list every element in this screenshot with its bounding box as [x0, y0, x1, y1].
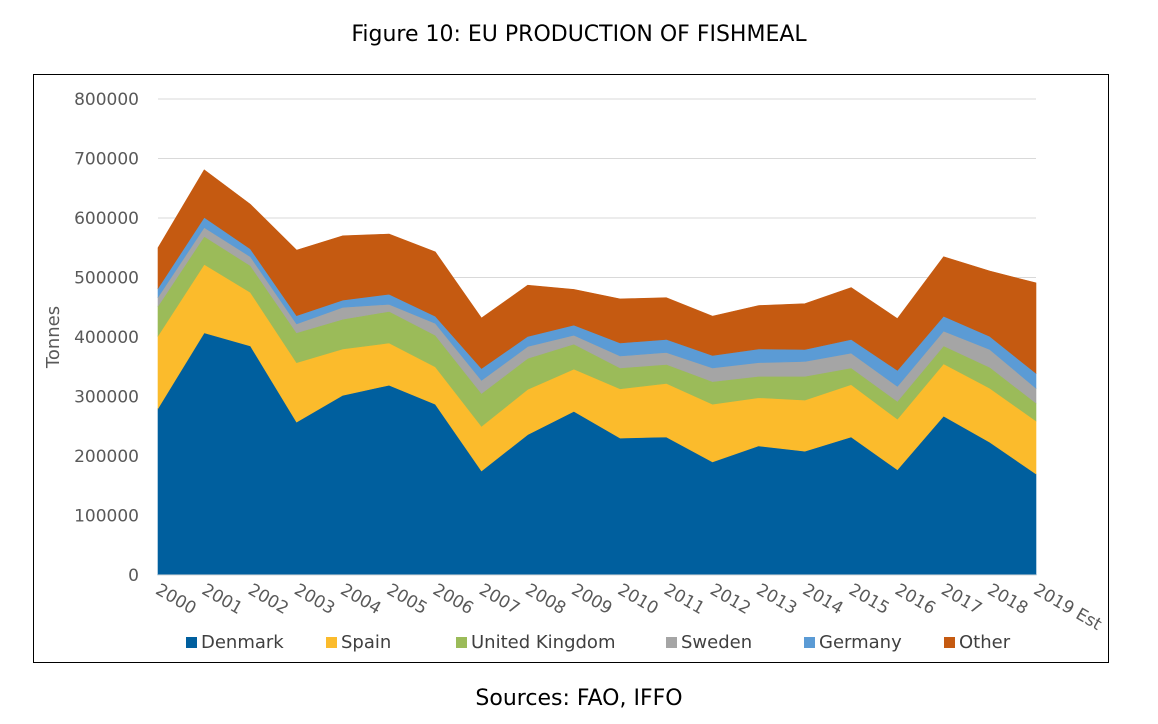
legend-item-denmark: Denmark: [186, 632, 284, 653]
y-tick-label: 700000: [74, 150, 139, 170]
legend-item-germany: Germany: [804, 632, 902, 653]
legend-swatch-denmark: [186, 637, 197, 648]
legend-swatch-united-kingdom: [456, 637, 467, 648]
y-axis-tick-labels: 0 100000 200000 300000 400000 500000 600000 700…: [74, 90, 139, 586]
y-tick-label: 0: [128, 566, 139, 586]
x-tick-label: 2000: [152, 580, 199, 619]
legend-item-united-kingdom: United Kingdom: [456, 632, 615, 653]
x-tick-label: 2006: [429, 580, 476, 619]
x-tick-label: 2012: [707, 580, 754, 619]
x-tick-label: 2010: [614, 580, 661, 619]
x-tick-label: 2015: [845, 580, 892, 619]
x-tick-label: 2019 Est: [1030, 580, 1105, 635]
x-tick-label: 2001: [198, 580, 245, 619]
x-tick-label: 2004: [337, 580, 384, 619]
legend-label-germany: Germany: [819, 632, 902, 653]
y-tick-label: 100000: [74, 507, 139, 527]
legend-label-sweden: Sweden: [681, 632, 752, 653]
y-axis-title-text: Tonnes: [43, 306, 64, 369]
x-tick-label: 2011: [660, 580, 707, 619]
y-tick-label: 400000: [74, 328, 139, 348]
y-tick-label: 800000: [74, 90, 139, 110]
x-tick-label: 2005: [383, 580, 430, 619]
legend-swatch-sweden: [666, 637, 677, 648]
chart-frame: 0 100000 200000 300000 400000 500000 600000 700…: [33, 74, 1109, 663]
x-tick-label: 2016: [891, 580, 938, 619]
x-tick-label: 2002: [244, 580, 291, 619]
x-tick-label: 2007: [476, 580, 523, 619]
x-tick-label: 2014: [799, 580, 846, 619]
legend-swatch-spain: [326, 637, 337, 648]
x-tick-label: 2009: [568, 580, 615, 619]
y-tick-label: 500000: [74, 269, 139, 289]
legend-label-other: Other: [959, 632, 1011, 653]
x-tick-label: 2017: [938, 580, 985, 619]
stacked-area-chart: 0 100000 200000 300000 400000 500000 600000 700…: [43, 90, 1105, 653]
legend-label-united-kingdom: United Kingdom: [471, 632, 615, 653]
area-series-other: [157, 169, 1037, 374]
sources-note: Sources: FAO, IFFO: [475, 686, 683, 711]
legend-swatch-other: [944, 637, 955, 648]
x-tick-label: 2013: [753, 580, 800, 619]
y-tick-label: 300000: [74, 388, 139, 408]
x-tick-label: 2003: [291, 580, 338, 619]
legend-item-sweden: Sweden: [666, 632, 752, 653]
legend-label-denmark: Denmark: [201, 632, 284, 653]
x-tick-label: 2018: [984, 580, 1031, 619]
x-tick-label: 2008: [522, 580, 569, 619]
figure-title: Figure 10: EU PRODUCTION OF FISHMEAL: [351, 22, 807, 47]
x-axis-tick-labels: 2000200120022003200420052006200720082009…: [152, 580, 1105, 635]
legend-label-spain: Spain: [341, 632, 391, 653]
area-series-layer: [157, 169, 1037, 576]
legend: Denmark Spain United Kingdom Sweden Germany O…: [186, 632, 1011, 653]
y-axis-title: Tonnes: [43, 306, 64, 369]
legend-item-other: Other: [944, 632, 1011, 653]
legend-swatch-germany: [804, 637, 815, 648]
legend-item-spain: Spain: [326, 632, 391, 653]
y-tick-label: 200000: [74, 447, 139, 467]
y-tick-label: 600000: [74, 209, 139, 229]
